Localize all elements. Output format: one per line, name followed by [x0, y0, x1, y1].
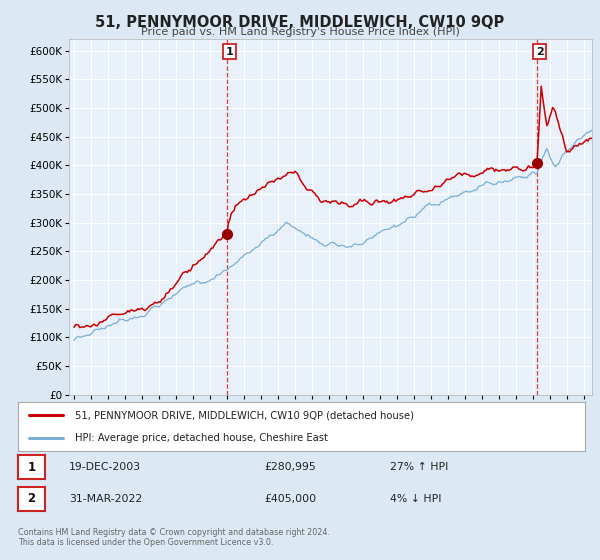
Text: 31-MAR-2022: 31-MAR-2022	[69, 494, 142, 504]
Text: 1: 1	[28, 460, 35, 474]
Text: HPI: Average price, detached house, Cheshire East: HPI: Average price, detached house, Ches…	[75, 433, 328, 444]
Text: 1: 1	[226, 46, 233, 57]
Text: 51, PENNYMOOR DRIVE, MIDDLEWICH, CW10 9QP (detached house): 51, PENNYMOOR DRIVE, MIDDLEWICH, CW10 9Q…	[75, 410, 414, 421]
Text: This data is licensed under the Open Government Licence v3.0.: This data is licensed under the Open Gov…	[18, 538, 274, 547]
Text: Contains HM Land Registry data © Crown copyright and database right 2024.: Contains HM Land Registry data © Crown c…	[18, 528, 330, 536]
Text: 19-DEC-2003: 19-DEC-2003	[69, 462, 141, 472]
Text: 51, PENNYMOOR DRIVE, MIDDLEWICH, CW10 9QP: 51, PENNYMOOR DRIVE, MIDDLEWICH, CW10 9Q…	[95, 15, 505, 30]
Text: 2: 2	[536, 46, 544, 57]
Text: 4% ↓ HPI: 4% ↓ HPI	[390, 494, 442, 504]
Text: £280,995: £280,995	[264, 462, 316, 472]
Text: 2: 2	[28, 492, 35, 506]
Text: £405,000: £405,000	[264, 494, 316, 504]
Text: Price paid vs. HM Land Registry's House Price Index (HPI): Price paid vs. HM Land Registry's House …	[140, 27, 460, 37]
Text: 27% ↑ HPI: 27% ↑ HPI	[390, 462, 448, 472]
